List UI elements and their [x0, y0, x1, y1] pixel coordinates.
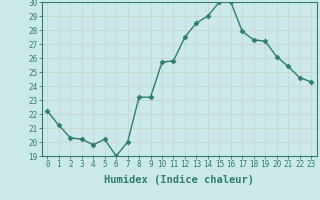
- X-axis label: Humidex (Indice chaleur): Humidex (Indice chaleur): [104, 175, 254, 185]
